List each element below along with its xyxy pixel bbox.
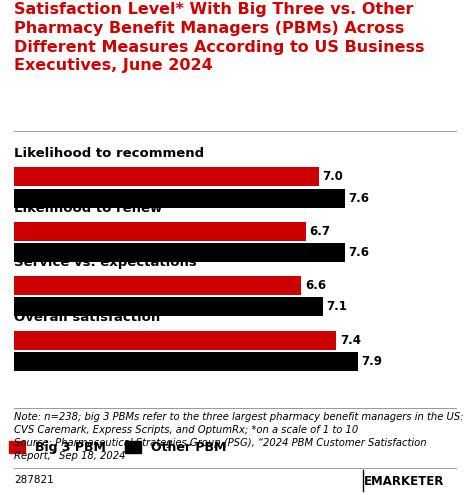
Bar xyxy=(14,352,358,371)
Bar xyxy=(14,276,301,295)
Text: Service vs. expectations: Service vs. expectations xyxy=(14,256,197,269)
Bar xyxy=(14,331,336,349)
Text: Note: n=238; big 3 PBMs refer to the three largest pharmacy benefit managers in : Note: n=238; big 3 PBMs refer to the thr… xyxy=(14,412,464,461)
Text: Likelihood to renew: Likelihood to renew xyxy=(14,202,162,215)
Text: 7.4: 7.4 xyxy=(340,334,361,346)
Text: 7.6: 7.6 xyxy=(348,246,369,259)
Bar xyxy=(14,297,323,316)
Text: EMARKETER: EMARKETER xyxy=(364,475,445,488)
Bar xyxy=(14,167,319,187)
Text: Overall satisfaction: Overall satisfaction xyxy=(14,310,160,324)
Text: Satisfaction Level* With Big Three vs. Other
Pharmacy Benefit Managers (PBMs) Ac: Satisfaction Level* With Big Three vs. O… xyxy=(14,2,424,73)
Bar xyxy=(14,189,345,208)
Text: 7.9: 7.9 xyxy=(361,355,383,368)
Bar xyxy=(14,222,306,241)
Text: 6.7: 6.7 xyxy=(309,225,330,238)
Text: 6.6: 6.6 xyxy=(305,279,326,292)
Text: 7.6: 7.6 xyxy=(348,192,369,204)
Legend: Big 3 PBM, Other PBM: Big 3 PBM, Other PBM xyxy=(4,436,231,459)
Text: 7.0: 7.0 xyxy=(322,170,343,184)
Text: 287821: 287821 xyxy=(14,475,54,485)
Text: Likelihood to recommend: Likelihood to recommend xyxy=(14,148,204,160)
Text: EM: EM xyxy=(334,475,355,488)
Text: 7.1: 7.1 xyxy=(327,300,348,313)
Bar xyxy=(14,243,345,262)
